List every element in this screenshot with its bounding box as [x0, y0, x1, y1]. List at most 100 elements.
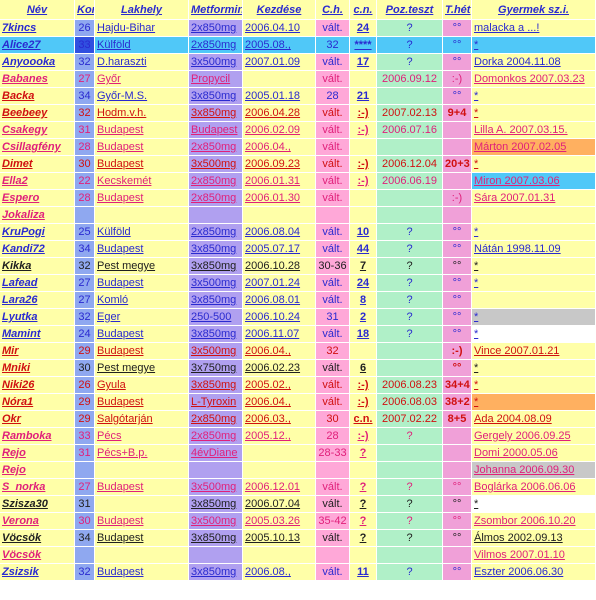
pos-test-cell: ? — [377, 479, 443, 496]
child-birth-cell: Eszter 2006.06.30 — [472, 564, 596, 581]
member-name[interactable]: S_norka — [0, 479, 75, 496]
age-cell: 27 — [75, 275, 95, 292]
member-name[interactable]: Mniki — [0, 360, 75, 377]
pregnancy-week-cell — [443, 462, 472, 479]
member-name[interactable]: Anyoooka — [0, 54, 75, 71]
cycle-length-cell: 32 — [316, 343, 350, 360]
member-name[interactable]: Lara26 — [0, 292, 75, 309]
member-name[interactable]: Espero — [0, 190, 75, 207]
medication-cell — [189, 207, 243, 224]
pos-test-cell: ? — [377, 241, 443, 258]
city-cell — [95, 496, 189, 513]
child-birth-cell: Nátán 1998.11.09 — [472, 241, 596, 258]
age-cell: 27 — [75, 292, 95, 309]
medication-cell — [189, 462, 243, 479]
member-name[interactable]: Dimet — [0, 156, 75, 173]
member-name[interactable]: Alice27 — [0, 37, 75, 54]
child-birth-cell: * — [472, 88, 596, 105]
member-name[interactable]: Rejo — [0, 462, 75, 479]
header-ch[interactable]: C.h. — [316, 0, 350, 20]
pregnancy-week-cell: 9+4 — [443, 105, 472, 122]
medication-cell: 3x850mg — [189, 530, 243, 547]
child-birth-cell: Lilla A. 2007.03.15. — [472, 122, 596, 139]
cycle-length-cell: vált. — [316, 71, 350, 88]
pos-test-cell: 2006.12.04 — [377, 156, 443, 173]
city-cell: Budapest — [95, 479, 189, 496]
child-birth-cell: * — [472, 275, 596, 292]
member-name[interactable]: Lafead — [0, 275, 75, 292]
pos-test-cell: ? — [377, 428, 443, 445]
header-kor[interactable]: Kor — [75, 0, 95, 20]
city-cell: Külföld — [95, 37, 189, 54]
pregnancy-week-cell: °° — [443, 258, 472, 275]
table-row: Ella2 22 Kecskemét 2x850mg 2006.01.31 vált.:-… — [0, 173, 596, 190]
cycle-length-cell: vált. — [316, 122, 350, 139]
member-name[interactable]: KruPogi — [0, 224, 75, 241]
member-name[interactable]: Backa — [0, 88, 75, 105]
member-name[interactable]: Rejo — [0, 445, 75, 462]
city-cell: Eger — [95, 309, 189, 326]
member-name[interactable]: Mir — [0, 343, 75, 360]
member-name[interactable]: Verona — [0, 513, 75, 530]
member-name[interactable]: Lyutka — [0, 309, 75, 326]
member-name[interactable]: Vöcsök — [0, 547, 75, 564]
cycle-length-cell: vált. — [316, 20, 350, 37]
table-row: Nóra1 29 Budapest L-Tyroxin 2006.04., vált.:-… — [0, 394, 596, 411]
cycle-day-cell: ? — [350, 496, 377, 513]
pregnancy-week-cell — [443, 428, 472, 445]
medication-cell: 2x850mg — [189, 173, 243, 190]
member-name[interactable]: Babanes — [0, 71, 75, 88]
child-birth-cell: Álmos 2002.09.13 — [472, 530, 596, 547]
cycle-day-cell: 8 — [350, 292, 377, 309]
header-poz-teszt[interactable]: Poz.teszt — [377, 0, 443, 20]
medication-cell — [189, 547, 243, 564]
member-name[interactable]: Ella2 — [0, 173, 75, 190]
member-name[interactable]: Jokaliza — [0, 207, 75, 224]
member-name[interactable]: Kandi72 — [0, 241, 75, 258]
cycle-day-cell: ? — [350, 479, 377, 496]
table-row: Lafead 27 Budapest 3x500mg 2007.01.24 vált. 24… — [0, 275, 596, 292]
age-cell: 22 — [75, 173, 95, 190]
member-name[interactable]: Nóra1 — [0, 394, 75, 411]
pregnancy-week-cell: °° — [443, 292, 472, 309]
age-cell: 25 — [75, 224, 95, 241]
start-date-cell — [243, 445, 316, 462]
pos-test-cell: 2007.02.13 — [377, 105, 443, 122]
start-date-cell: 2006.04.28 — [243, 105, 316, 122]
header-nev[interactable]: Név — [0, 0, 75, 20]
member-name[interactable]: Beebeey — [0, 105, 75, 122]
medication-cell: 2x850mg — [189, 20, 243, 37]
pregnancy-week-cell: °° — [443, 37, 472, 54]
cycle-day-cell — [350, 462, 377, 479]
member-name[interactable]: 7kincs — [0, 20, 75, 37]
header-metformin[interactable]: Metformin — [189, 0, 243, 20]
age-cell: 28 — [75, 190, 95, 207]
member-name[interactable]: Ramboka — [0, 428, 75, 445]
member-name[interactable]: Csillagfény — [0, 139, 75, 156]
pregnancy-week-cell: °° — [443, 54, 472, 71]
member-name[interactable]: Szisza30 — [0, 496, 75, 513]
cycle-day-cell — [350, 343, 377, 360]
cycle-day-cell: c.n. — [350, 411, 377, 428]
cycle-day-cell: :-) — [350, 428, 377, 445]
age-cell — [75, 207, 95, 224]
member-name[interactable]: Niki26 — [0, 377, 75, 394]
header-kezdese[interactable]: Kezdése — [243, 0, 316, 20]
cycle-length-cell — [316, 462, 350, 479]
member-name[interactable]: Vöcsök — [0, 530, 75, 547]
member-name[interactable]: Okr — [0, 411, 75, 428]
header-cn[interactable]: c.n. — [350, 0, 377, 20]
city-cell: Budapest — [95, 326, 189, 343]
member-name[interactable]: Zsizsik — [0, 564, 75, 581]
header-t-het[interactable]: T.hét — [443, 0, 472, 20]
city-cell: Budapest — [95, 190, 189, 207]
header-gyermek[interactable]: Gyermek sz.i. — [472, 0, 596, 20]
header-lakhely[interactable]: Lakhely — [95, 0, 189, 20]
member-name[interactable]: Kikka — [0, 258, 75, 275]
table-header-row: Név Kor Lakhely Metformin Kezdése C.h. c… — [0, 0, 596, 20]
member-name[interactable]: Mamint — [0, 326, 75, 343]
age-cell: 30 — [75, 513, 95, 530]
pregnancy-week-cell: °° — [443, 564, 472, 581]
pregnancy-week-cell: °° — [443, 20, 472, 37]
member-name[interactable]: Csakegy — [0, 122, 75, 139]
